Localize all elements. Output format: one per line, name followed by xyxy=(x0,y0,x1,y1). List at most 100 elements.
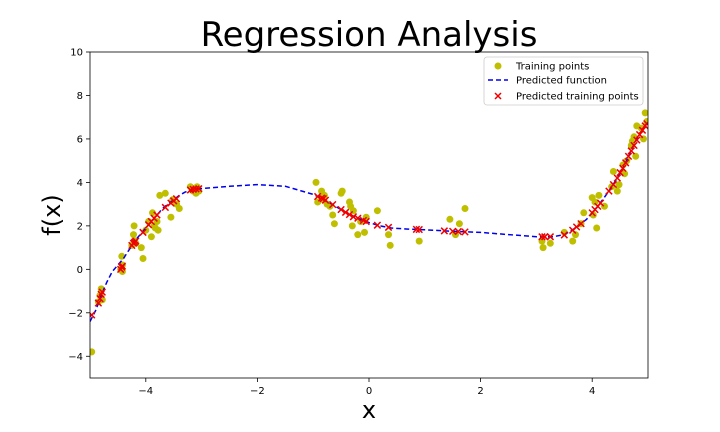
predicted-training-point xyxy=(630,141,638,150)
predicted-training-point xyxy=(572,223,581,231)
y-tick-label: 2 xyxy=(77,221,83,232)
y-axis-label: f(x) xyxy=(38,194,66,235)
training-point xyxy=(539,244,547,252)
predicted-training-point xyxy=(609,180,618,189)
chart-title: Regression Analysis xyxy=(201,15,538,55)
x-axis-ticks: −4 −2 0 2 4 xyxy=(138,378,595,397)
training-point xyxy=(338,187,346,195)
x-axis-label: x xyxy=(362,396,376,424)
predicted-training-point xyxy=(192,185,200,193)
y-tick-label: 6 xyxy=(77,134,83,145)
predicted-training-point xyxy=(373,221,382,229)
x-tick-label: 0 xyxy=(366,386,372,397)
training-point xyxy=(137,244,145,252)
training-point xyxy=(312,178,320,186)
training-point xyxy=(167,213,175,221)
predicted-training-point xyxy=(341,208,350,217)
predicted-training-point xyxy=(596,199,605,207)
predicted-training-point xyxy=(560,231,569,239)
predicted-training-point xyxy=(161,203,170,212)
predicted-training-point xyxy=(345,210,354,219)
plot-series xyxy=(90,109,648,356)
x-tick-label: 2 xyxy=(477,386,483,397)
predicted-training-point xyxy=(546,233,555,241)
predicted-training-point xyxy=(415,225,423,234)
training-point xyxy=(609,168,617,175)
training-point xyxy=(415,237,423,245)
training-point xyxy=(130,222,138,230)
predicted-training-point xyxy=(337,205,345,214)
training-point xyxy=(348,222,356,230)
training-point xyxy=(385,231,392,239)
legend-label-predicted-training-points: Predicted training points xyxy=(516,92,639,103)
predicted-training-point xyxy=(94,299,103,307)
training-point xyxy=(613,187,621,195)
training-point xyxy=(149,209,156,217)
y-tick-label: 0 xyxy=(77,265,83,276)
predicted-training-point xyxy=(440,227,449,235)
predicted-training-point xyxy=(605,187,613,195)
predicted-training-point xyxy=(321,196,330,204)
predicted-training-point xyxy=(454,227,463,236)
training-point xyxy=(330,220,338,228)
training-point xyxy=(591,198,599,206)
training-point xyxy=(139,255,147,262)
training-point xyxy=(156,191,164,199)
predicted-training-point xyxy=(541,233,549,241)
predicted-training-point xyxy=(635,130,644,139)
predicted-training-point xyxy=(139,228,147,237)
legend-box xyxy=(483,56,644,106)
predicted-training-point xyxy=(349,213,358,221)
predicted-training-point xyxy=(624,152,633,161)
legend-marker-training-points xyxy=(494,62,502,70)
training-point xyxy=(461,205,469,212)
training-point xyxy=(569,237,577,245)
predicted-training-point xyxy=(354,214,362,222)
predicted-training-point xyxy=(153,211,161,219)
predicted-training-point xyxy=(577,219,585,228)
training-point xyxy=(161,189,169,197)
y-tick-label: 4 xyxy=(77,178,83,189)
training-point xyxy=(546,239,554,247)
legend-marker-predicted-training-points xyxy=(494,92,502,100)
y-tick-label: 10 xyxy=(70,48,83,59)
predicted-training-point xyxy=(461,228,469,236)
predicted-training-point xyxy=(448,227,457,236)
predicted-training-point xyxy=(633,136,641,144)
predicted-training-point xyxy=(613,174,622,182)
training-point xyxy=(329,211,337,219)
predicted-training-point xyxy=(627,147,635,155)
y-tick-label: −2 xyxy=(68,308,83,319)
predicted-training-point xyxy=(195,184,203,193)
training-point xyxy=(641,109,648,117)
training-point xyxy=(580,209,588,217)
training-point xyxy=(595,191,603,199)
predicted-training-point xyxy=(132,237,140,245)
training-point xyxy=(361,228,368,236)
predicted-training-point xyxy=(619,164,627,173)
predicted-training-point xyxy=(643,119,648,128)
training-point xyxy=(354,231,362,239)
training-point xyxy=(373,207,381,215)
x-tick-label: −4 xyxy=(138,386,153,397)
plot-area xyxy=(90,109,648,356)
predicted-training-point xyxy=(621,159,630,167)
training-point xyxy=(386,241,394,249)
training-point xyxy=(147,233,155,241)
x-tick-label: −2 xyxy=(250,386,265,397)
predicted-training-point xyxy=(90,311,96,319)
y-axis-ticks: −4 −2 0 2 4 6 8 10 xyxy=(68,48,90,363)
legend-label-predicted-function: Predicted function xyxy=(516,76,607,87)
training-point xyxy=(455,220,463,228)
predicted-training-point xyxy=(362,217,370,226)
predicted-training-point xyxy=(412,225,421,234)
predicted-training-point xyxy=(384,223,393,232)
training-point xyxy=(446,215,454,223)
predicted-training-point xyxy=(616,168,624,177)
training-point xyxy=(130,231,137,239)
legend-label-training-points: Training points xyxy=(515,62,589,73)
legend: Training points Predicted function Predi… xyxy=(483,56,644,106)
training-point xyxy=(615,181,623,189)
training-point xyxy=(593,224,601,232)
